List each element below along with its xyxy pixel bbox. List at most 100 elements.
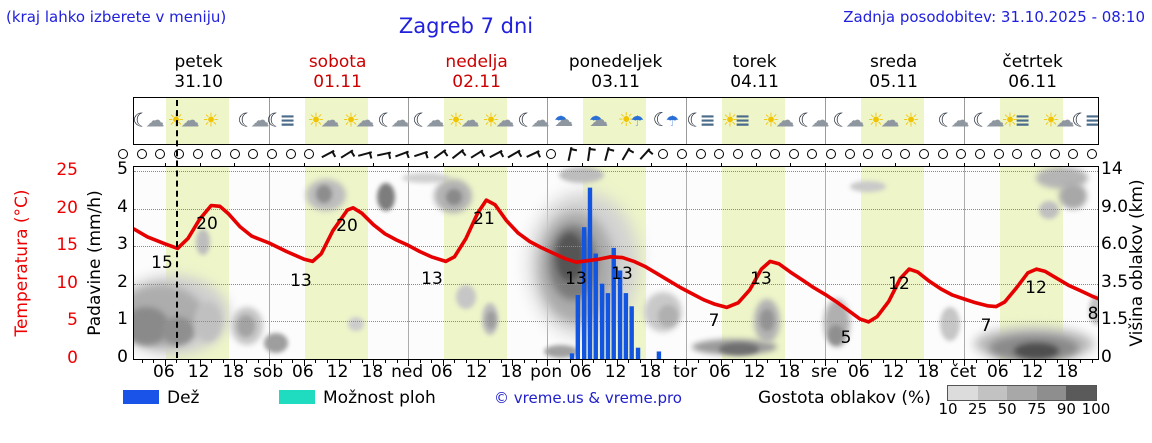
x-axis-label: 18 (639, 362, 662, 382)
temperature-axis-title: Temperatura (°C) (12, 189, 32, 337)
x-tick (350, 359, 352, 363)
wind-calm-icon (267, 149, 278, 159)
cloud-glyph: ☁ (145, 109, 165, 132)
x-tick (338, 359, 340, 366)
x-tick (825, 359, 827, 366)
weather-icon-moon-cloud: ☾ ☁ (937, 109, 969, 132)
day-header: sreda 05.11 (824, 52, 964, 92)
cloud-density-legend-label: Gostota oblakov (%) (758, 388, 931, 408)
x-tick (361, 359, 363, 363)
copyright-link[interactable]: © vreme.us & vreme.pro (494, 389, 682, 407)
x-tick (801, 359, 803, 363)
precip-tick-label: 0 (117, 347, 128, 367)
x-tick (1056, 359, 1058, 363)
cloud-glyph: ☁ (880, 109, 900, 132)
cloud-glyph: ☁ (775, 109, 795, 132)
wind-barb-icon (526, 150, 540, 158)
x-tick (778, 359, 780, 363)
x-axis-label: 12 (187, 362, 210, 382)
day-header: sobota 01.11 (268, 52, 408, 92)
moon-glyph: ☾ (686, 109, 704, 132)
precipitation-axis-title: Padavine (mm/h) (85, 190, 105, 336)
temp-value-label: 13 (421, 269, 443, 289)
rain-bar (587, 187, 593, 359)
cloud-blob (719, 343, 759, 355)
moon-glyph: ☾ (797, 109, 815, 132)
x-tick (1010, 359, 1012, 363)
x-axis-label: 12 (326, 362, 349, 382)
temp-value-label: 7 (708, 311, 720, 331)
wind-calm-icon (751, 149, 762, 159)
moon-glyph: ☾ (377, 109, 395, 132)
cloud-blob (237, 315, 255, 337)
grid-line (134, 321, 1098, 322)
x-tick-top (303, 163, 305, 167)
wind-calm-icon (807, 149, 818, 159)
wind-barb-icon (507, 149, 521, 159)
x-axis-label: 18 (222, 362, 245, 382)
x-tick (269, 359, 271, 366)
wind-calm-icon (1012, 149, 1023, 159)
rain-bar (629, 306, 634, 359)
cloud-tick-label: 6.0 (1101, 234, 1129, 254)
weather-icon-sun-cloud: ☀ ☁ (447, 109, 479, 132)
x-tick (720, 359, 722, 366)
cloud-glyph: ☁ (1055, 109, 1075, 132)
day-name: torek (732, 52, 777, 72)
rain-bar (581, 227, 587, 359)
cloud-glyph: ☁ (390, 109, 410, 132)
x-tick (744, 359, 746, 363)
wind-calm-icon (900, 149, 911, 159)
x-tick (674, 359, 676, 363)
temp-value-label: 20 (196, 214, 218, 234)
day-separator (686, 98, 688, 144)
wind-calm-icon (825, 149, 836, 159)
cloud-glyph: ☁ (530, 109, 550, 132)
day-name: četrtek (1002, 52, 1063, 72)
cloud-glyph: ☁ (950, 109, 970, 132)
wind-calm-icon (229, 149, 240, 159)
cloud-tick-label: 0 (1101, 347, 1112, 367)
moon-glyph: ☾ (937, 109, 955, 132)
cloud-blob (828, 325, 844, 345)
day-name: petek (174, 52, 223, 72)
cloud-blob (850, 181, 886, 192)
sun-glyph: ☀ (867, 109, 885, 132)
cloud-blob (1059, 183, 1087, 209)
x-tick (523, 359, 525, 363)
rain-glyph: ☂ (589, 112, 603, 130)
wind-symbol-row (118, 144, 1133, 164)
wind-barb-icon (604, 146, 611, 162)
weather-icon-moon-cloud: ☾ ☁ (832, 111, 864, 131)
rain-bar (599, 283, 605, 359)
sun-glyph: ☀ (447, 109, 465, 132)
showers-legend-label: Možnost ploh (323, 388, 436, 408)
x-tick (153, 359, 155, 363)
cloud-glyph: ☁ (495, 109, 515, 132)
sun-glyph: ☀ (762, 109, 780, 132)
density-value-label: 10 (938, 400, 958, 418)
sun-glyph: ☀ (202, 109, 220, 132)
sun-glyph: ☀ (902, 109, 920, 132)
x-axis-label: čet (949, 362, 977, 382)
x-tick (442, 359, 444, 366)
weather-icon-moon-fog: ☾≡ (267, 111, 296, 131)
wind-barb-icon (321, 149, 335, 159)
page-title: Zagreb 7 dni (398, 14, 534, 38)
weather-icon-moon-cloud: ☾ ☁ (797, 109, 829, 132)
day-header: četrtek 06.11 (963, 52, 1103, 92)
x-tick (327, 359, 329, 363)
temp-tick-label: 5 (67, 310, 78, 330)
cloud-glyph: ☁ (425, 109, 445, 132)
showers-legend-swatch (279, 390, 315, 404)
wind-barb-icon (586, 146, 591, 162)
wind-calm-icon (863, 149, 874, 159)
x-tick (883, 359, 885, 363)
x-tick (998, 359, 1000, 366)
x-tick-top (408, 163, 410, 167)
x-tick (396, 359, 398, 363)
sun-glyph: ☀ (167, 109, 185, 132)
day-separator (547, 98, 549, 144)
x-axis-label: 06 (709, 362, 731, 382)
x-tick (535, 359, 537, 363)
